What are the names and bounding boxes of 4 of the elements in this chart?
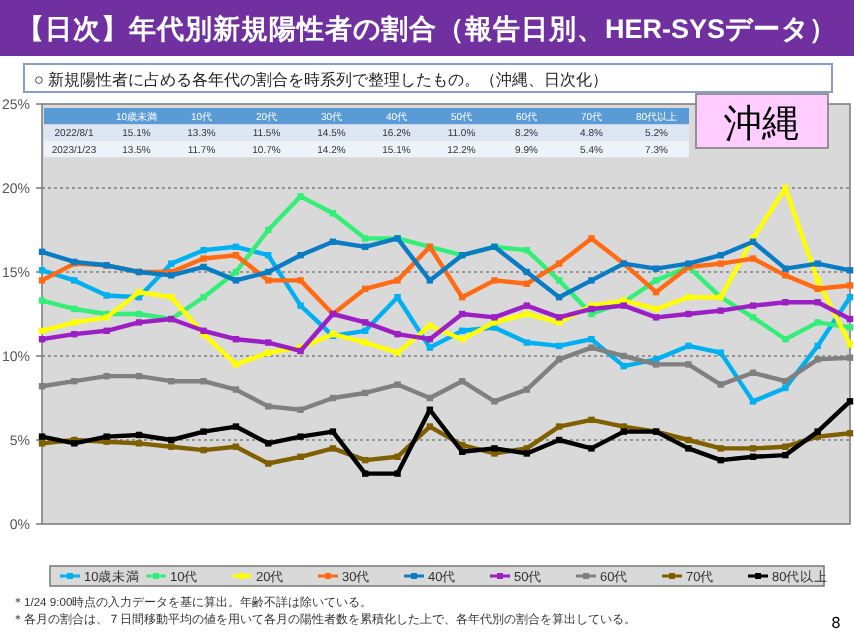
chart-subtitle: ○ 新規陽性者に占める各年代の割合を時系列で整理したもの。（沖縄、日次化） [34, 71, 609, 89]
chart-title: 【日次】年代別新規陽性者の割合（報告日別、HER-SYSデータ） [16, 12, 838, 44]
annotation: 沖縄 [724, 104, 800, 146]
text: 8 [831, 614, 842, 632]
